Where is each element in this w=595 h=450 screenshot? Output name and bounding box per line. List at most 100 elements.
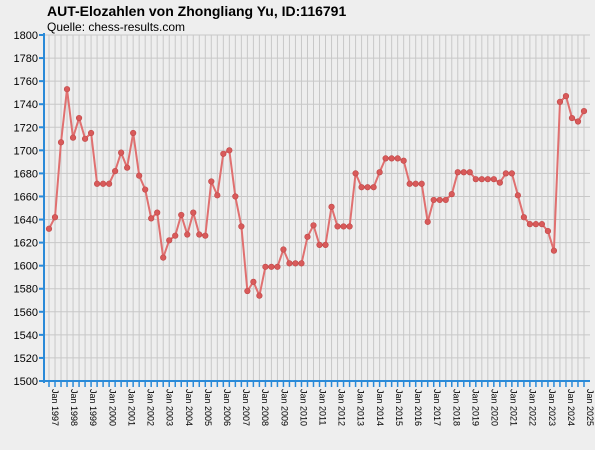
data-point	[406, 180, 413, 187]
series	[45, 86, 588, 299]
y-tick-label: 1560	[14, 307, 38, 319]
data-point	[87, 129, 95, 137]
data-point	[358, 184, 365, 191]
x-tick-label: Jan 2017	[432, 389, 442, 426]
x-tick-label: Jan 2000	[107, 389, 117, 426]
data-point	[244, 287, 251, 295]
data-point	[118, 149, 125, 156]
x-tick-label: Jan 2022	[528, 389, 538, 426]
data-point	[490, 176, 497, 183]
x-tick-label: Jan 2003	[165, 389, 175, 426]
data-point	[286, 260, 293, 267]
data-point	[364, 184, 371, 191]
y-tick-label: 1800	[14, 30, 38, 42]
ticks: 1500 1520 1540 1560 1580 1600 1620 1640 1660 1680…	[14, 30, 595, 426]
data-point	[57, 139, 65, 146]
x-tick-label: Jan 2020	[489, 389, 499, 426]
data-point	[328, 203, 335, 210]
data-point	[310, 222, 317, 229]
data-point	[69, 134, 77, 141]
data-point	[208, 178, 215, 185]
data-point	[460, 169, 467, 176]
data-point	[298, 260, 305, 267]
data-point	[472, 176, 479, 183]
data-point	[400, 157, 407, 164]
data-point	[160, 254, 167, 261]
x-tick-label: Jan 2013	[356, 389, 366, 426]
data-point	[63, 86, 71, 93]
data-point	[514, 192, 521, 199]
data-point	[250, 278, 257, 285]
data-point	[352, 170, 359, 177]
data-point	[51, 214, 59, 221]
y-tick-label: 1620	[14, 238, 38, 250]
data-point	[274, 263, 281, 270]
x-tick-label: Jan 2002	[146, 389, 156, 426]
data-point	[418, 180, 425, 187]
data-point	[292, 260, 299, 267]
data-point	[580, 108, 588, 115]
data-point	[526, 221, 533, 228]
data-point	[442, 196, 449, 204]
y-tick-label: 1720	[14, 122, 38, 134]
x-tick-label: Jan 2016	[413, 389, 423, 426]
y-tick-label: 1780	[14, 53, 38, 65]
data-point	[238, 223, 245, 230]
data-point	[478, 176, 485, 183]
data-point	[376, 169, 383, 176]
x-tick-label: Jan 2025	[585, 389, 595, 426]
data-point	[136, 172, 143, 179]
chart-title: AUT-Elozahlen von Zhongliang Yu, ID:1167…	[47, 3, 347, 19]
x-tick-label: Jan 2004	[184, 389, 194, 426]
y-tick-label: 1660	[14, 191, 38, 203]
data-point	[106, 180, 113, 187]
data-point	[394, 155, 401, 162]
data-point	[202, 232, 209, 239]
data-point	[382, 155, 389, 162]
data-point	[214, 192, 221, 199]
data-point	[484, 176, 491, 183]
data-point	[232, 193, 239, 200]
data-point	[112, 167, 119, 175]
y-tick-label: 1700	[14, 145, 38, 157]
data-point	[430, 196, 437, 204]
data-point	[148, 215, 155, 222]
data-point	[556, 98, 564, 105]
data-point	[45, 225, 53, 232]
data-point	[544, 227, 552, 235]
x-tick-label: Jan 2015	[394, 389, 404, 426]
axes	[43, 33, 590, 383]
y-tick-label: 1600	[14, 261, 38, 273]
data-point	[436, 196, 443, 204]
x-tick-label: Jan 1999	[88, 389, 98, 426]
data-point	[280, 246, 287, 253]
x-tick-label: Jan 2007	[241, 389, 251, 426]
data-point	[196, 231, 203, 238]
series-line	[48, 88, 585, 297]
x-tick-label: Jan 2024	[566, 389, 576, 426]
data-point	[178, 211, 185, 219]
x-tick-label: Jan 2010	[298, 389, 308, 426]
data-point	[322, 241, 329, 249]
data-point	[190, 209, 197, 216]
data-point	[256, 292, 263, 299]
x-tick-label: Jan 2021	[509, 389, 519, 426]
x-tick-label: Jan 1997	[50, 389, 60, 426]
data-point	[184, 231, 191, 238]
x-tick-label: Jan 2012	[337, 389, 347, 426]
data-point	[340, 223, 347, 230]
x-tick-label: Jan 2008	[260, 389, 270, 426]
data-point	[130, 129, 137, 137]
x-tick-label: Jan 2018	[451, 389, 461, 426]
data-point	[502, 170, 509, 177]
data-point	[496, 179, 503, 186]
data-point	[568, 114, 576, 122]
x-tick-label: Jan 2011	[318, 389, 328, 425]
data-point	[520, 214, 527, 221]
x-tick-label: Jan 1998	[69, 389, 79, 426]
y-tick-label: 1640	[14, 215, 38, 227]
data-point	[172, 232, 179, 239]
data-point	[424, 218, 431, 225]
data-point	[220, 150, 227, 157]
